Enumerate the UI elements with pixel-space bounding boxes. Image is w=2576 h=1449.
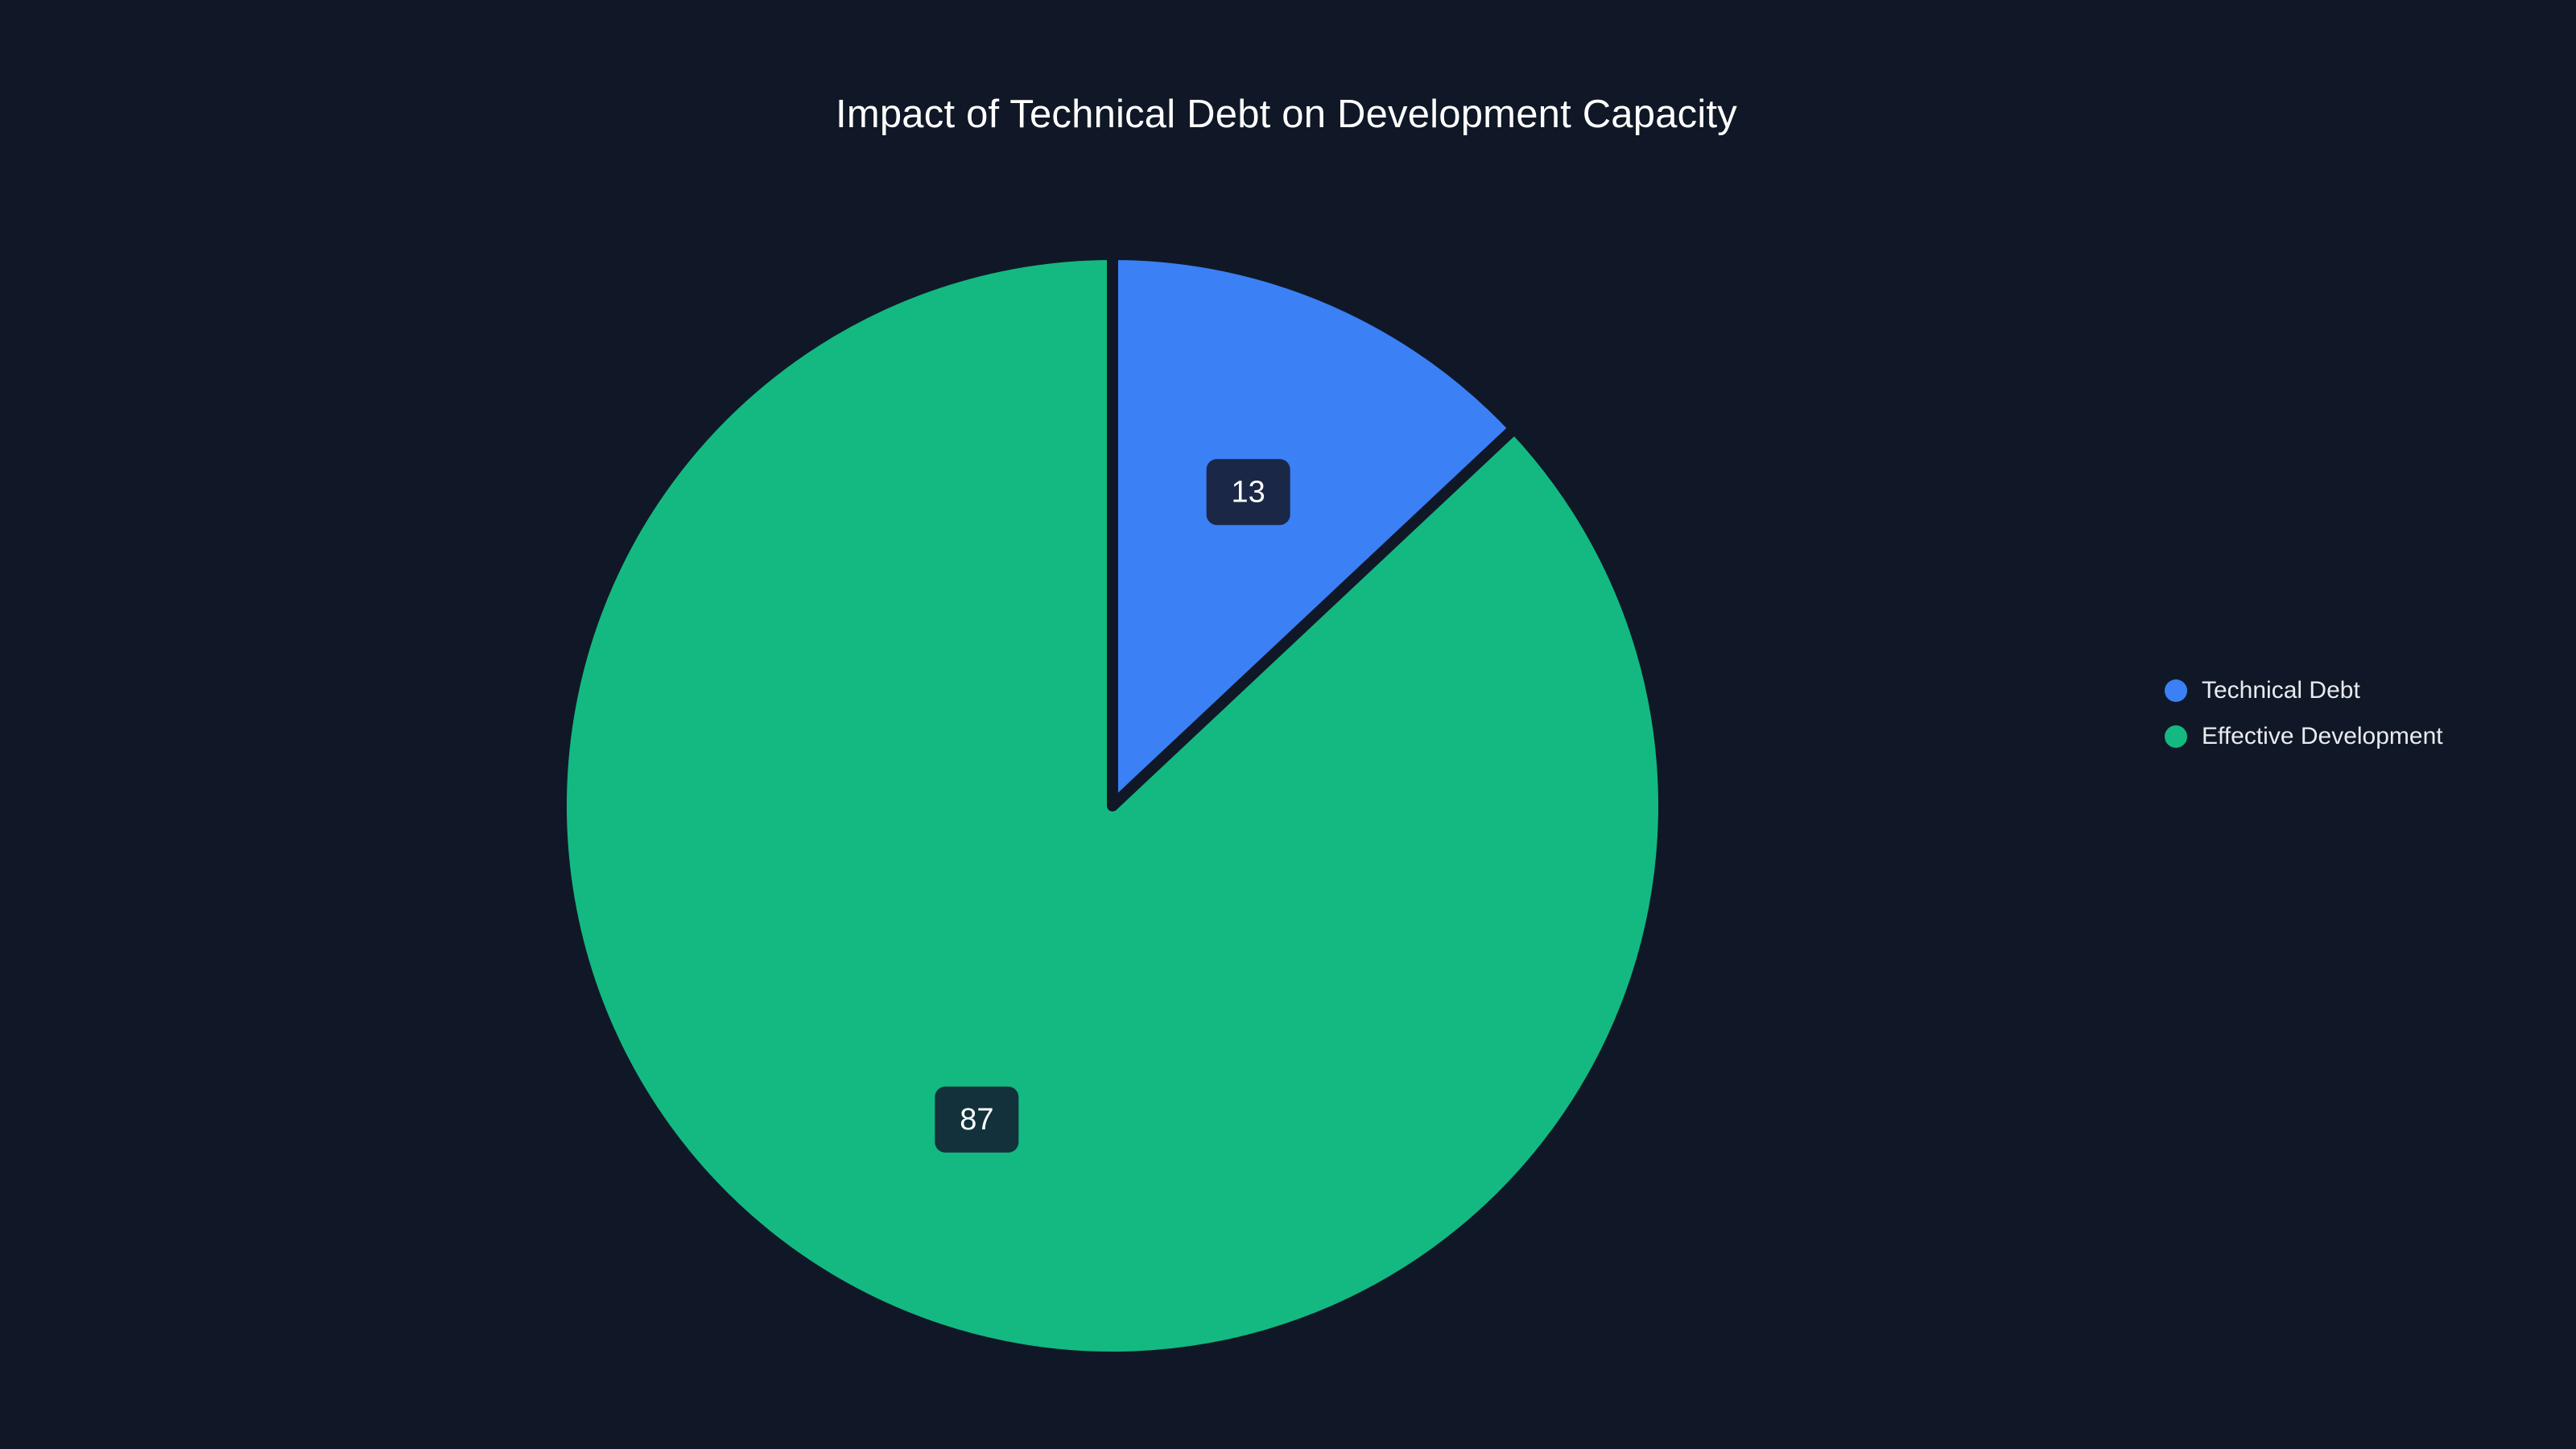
legend-item-technical-debt[interactable]: Technical Debt [2165, 676, 2443, 705]
pie-data-label-badge [935, 1086, 1019, 1153]
pie-slice[interactable] [555, 249, 1670, 1363]
legend-item-label: Effective Development [2202, 723, 2443, 749]
pie-data-label-text: 87 [960, 1103, 993, 1137]
legend-item-label: Technical Debt [2202, 677, 2360, 704]
legend-circle-marker-icon [2165, 725, 2187, 748]
pie-data-label-text: 13 [1232, 475, 1265, 509]
pie-slice-group [555, 249, 1670, 1363]
legend-item-effective-development[interactable]: Effective Development [2165, 722, 2443, 751]
chart-legend: Technical Debt Effective Development [2165, 676, 2443, 751]
legend-circle-marker-icon [2165, 679, 2187, 702]
pie-data-label-badge [1206, 459, 1290, 526]
pie-data-label-group: 13 87 [935, 459, 1290, 1153]
chart-title-text: Impact of Technical Debt on Development … [836, 93, 1737, 136]
pie-slice[interactable] [1107, 249, 1521, 811]
page-title: Impact of Technical Debt on Development … [0, 95, 2576, 134]
